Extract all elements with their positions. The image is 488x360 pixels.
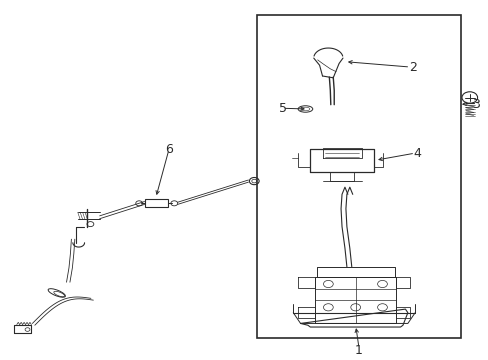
Text: 5: 5	[278, 102, 286, 115]
Bar	[145, 199, 168, 207]
Text: 4: 4	[413, 147, 421, 159]
Text: 6: 6	[164, 143, 172, 156]
Text: 3: 3	[471, 98, 479, 111]
Text: 2: 2	[408, 60, 416, 73]
Text: 1: 1	[354, 344, 362, 357]
Bar	[256, 15, 461, 338]
